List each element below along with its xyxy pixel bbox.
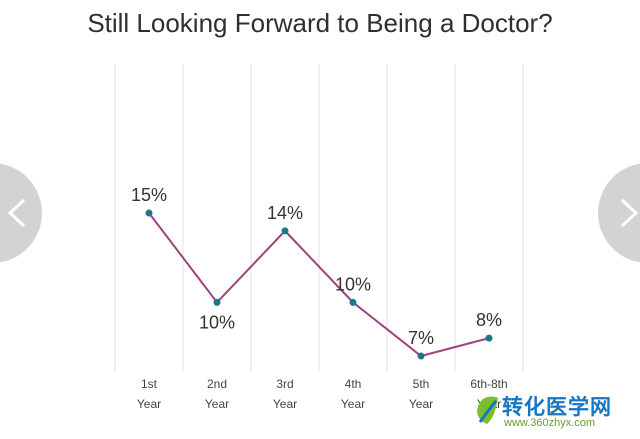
x-tick-label: 2nd: [207, 377, 227, 391]
data-point: [349, 298, 357, 306]
x-tick-label: Year: [273, 397, 297, 411]
leaf-logo-icon: [477, 396, 498, 424]
watermark-text: 转化医学网: [502, 396, 612, 419]
data-point: [417, 352, 425, 360]
chevron-right-icon: [620, 198, 639, 228]
x-tick-label: Year: [205, 397, 229, 411]
x-tick-label: Year: [137, 397, 161, 411]
chart-title: Still Looking Forward to Being a Doctor?: [87, 8, 553, 38]
chevron-left-icon: [7, 198, 26, 228]
x-tick-label: 3rd: [276, 377, 293, 391]
value-labels: 15% 10% 14% 10% 7% 8%: [131, 185, 502, 348]
x-tick-label: 1st: [141, 377, 158, 391]
watermark: 转化医学网 www.360zhyx.com: [472, 390, 638, 434]
x-tick-labels: 1st Year 2nd Year 3rd Year 4th Year 5th Year 6th-8…: [137, 377, 508, 411]
series-line: [148, 212, 490, 358]
x-tick-label: 5th: [413, 377, 430, 391]
data-point: [485, 334, 493, 342]
x-tick-label: Year: [409, 397, 433, 411]
x-tick-label: 4th: [345, 377, 362, 391]
value-label: 7%: [408, 328, 434, 348]
data-point: [281, 227, 289, 235]
data-point: [145, 209, 153, 217]
value-label: 14%: [267, 203, 303, 223]
watermark-url: www.360zhyx.com: [504, 417, 596, 429]
grid-lines: [114, 64, 524, 372]
data-point: [213, 298, 221, 306]
value-label: 15%: [131, 185, 167, 205]
x-tick-label: Year: [341, 397, 365, 411]
value-label: 8%: [476, 310, 502, 330]
value-label: 10%: [335, 274, 371, 294]
x-tick-label: 6th-8th: [470, 377, 507, 391]
value-label: 10%: [199, 312, 235, 332]
data-points: [145, 209, 493, 360]
